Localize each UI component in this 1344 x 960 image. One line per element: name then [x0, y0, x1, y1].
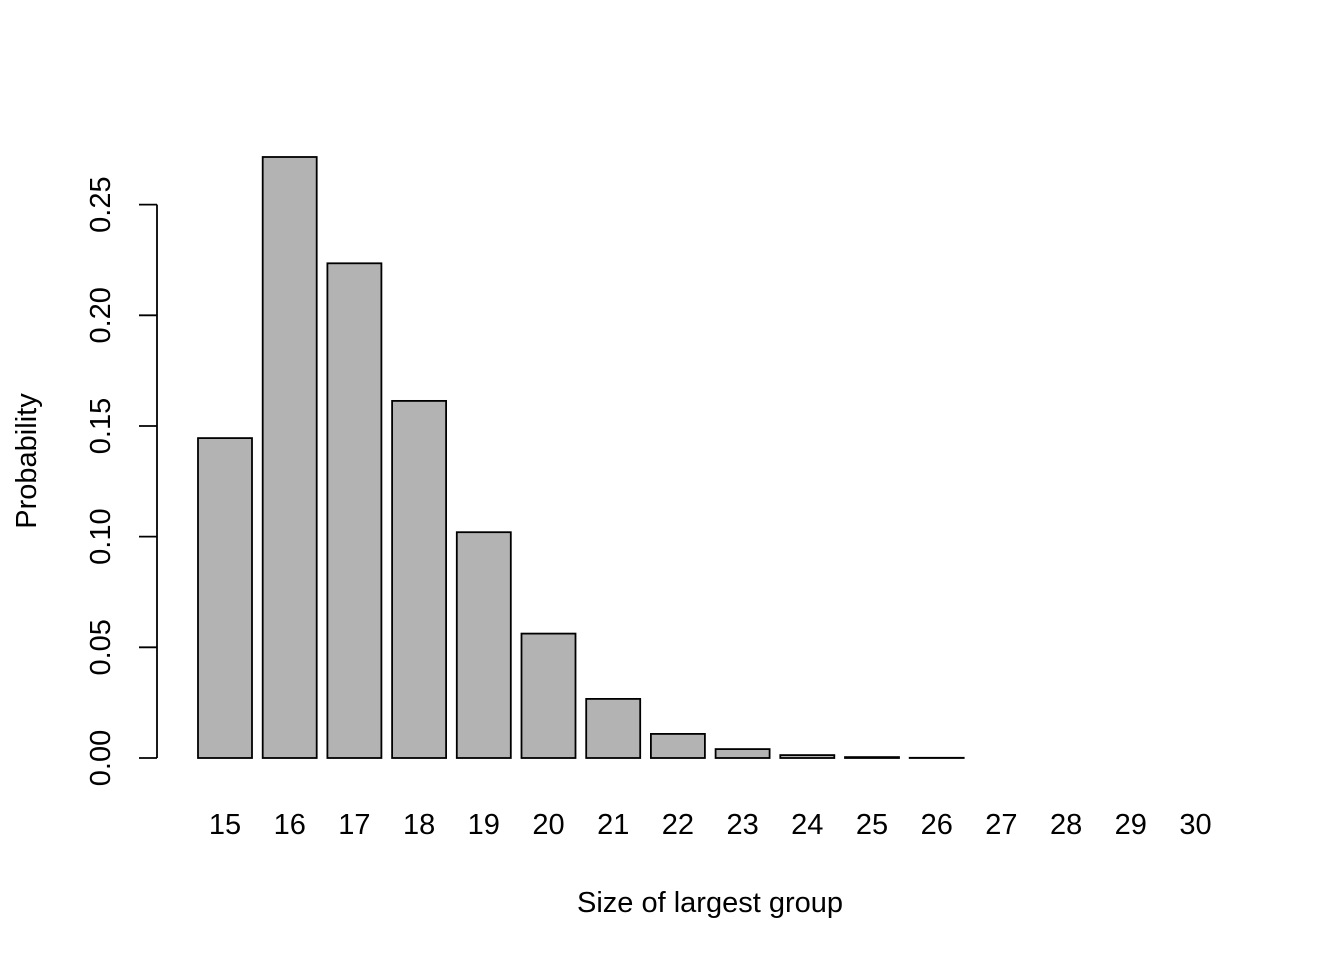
bar-16 — [261, 156, 318, 759]
y-axis-title: Probability — [11, 393, 43, 529]
y-axis: 0.00 0.05 0.10 0.15 0.20 0.25 — [85, 176, 158, 786]
y-tick-label-0.20: 0.20 — [85, 287, 117, 343]
x-tick-label-20: 20 — [532, 809, 564, 841]
x-tick-label-29: 29 — [1115, 809, 1147, 841]
x-tick-label-19: 19 — [468, 809, 500, 841]
bar-23 — [714, 748, 771, 759]
bar-22 — [650, 733, 706, 759]
bar-17 — [326, 262, 383, 759]
y-tick-label-0.10: 0.10 — [85, 508, 117, 564]
x-tick-label-22: 22 — [662, 809, 694, 841]
bars-group — [197, 156, 965, 759]
bar-25 — [844, 756, 900, 759]
x-tick-label-21: 21 — [597, 809, 629, 841]
bar-21 — [585, 698, 642, 759]
y-tick-label-0.00: 0.00 — [85, 730, 117, 786]
y-tick-label-0.05: 0.05 — [85, 619, 117, 675]
bar-15 — [197, 437, 253, 759]
x-tick-label-26: 26 — [921, 809, 953, 841]
x-tick-label-15: 15 — [209, 809, 241, 841]
x-axis-title: Size of largest group — [577, 887, 843, 919]
x-tick-label-28: 28 — [1050, 809, 1082, 841]
x-tick-labels: 15 16 17 18 19 20 21 22 23 24 25 26 27 28 29 30 — [209, 809, 1212, 841]
bar-20 — [520, 632, 577, 759]
x-tick-label-18: 18 — [403, 809, 435, 841]
x-tick-label-23: 23 — [726, 809, 758, 841]
bar-24 — [779, 754, 836, 759]
bar-18 — [391, 399, 448, 759]
x-tick-label-16: 16 — [274, 809, 306, 841]
x-tick-label-25: 25 — [856, 809, 888, 841]
bar-19 — [455, 531, 512, 759]
x-tick-label-24: 24 — [791, 809, 823, 841]
x-tick-label-17: 17 — [338, 809, 370, 841]
y-tick-label-0.25: 0.25 — [85, 176, 117, 232]
x-tick-label-27: 27 — [985, 809, 1017, 841]
y-tick-label-0.15: 0.15 — [85, 398, 117, 454]
x-tick-label-30: 30 — [1179, 809, 1211, 841]
